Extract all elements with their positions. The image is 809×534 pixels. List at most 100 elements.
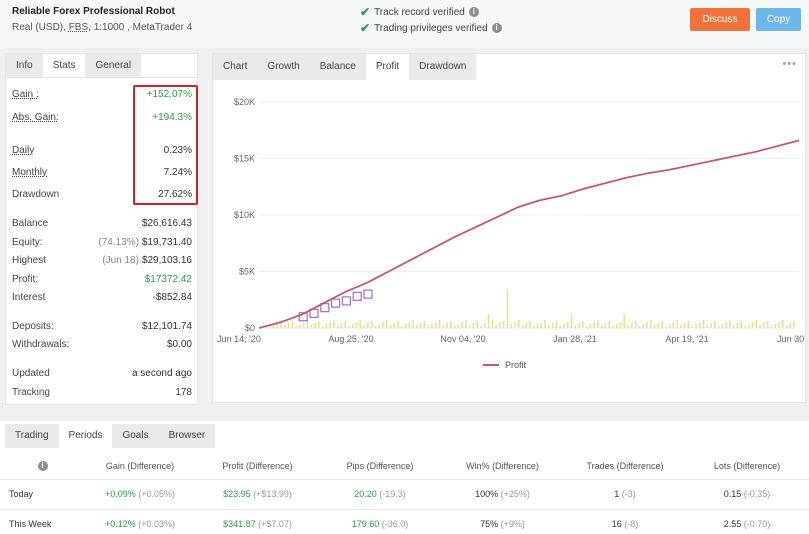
profit-line bbox=[258, 139, 800, 329]
cell-value: 100% bbox=[475, 489, 499, 499]
stat-drawdown: Drawdown 27.62% bbox=[12, 187, 192, 201]
volume-bar bbox=[755, 320, 758, 328]
table-header-cell[interactable]: Profit (Difference) bbox=[222, 460, 293, 471]
volume-bar bbox=[725, 322, 727, 328]
stat-highest: Highest (Jun 18) $29,103.16 bbox=[12, 253, 192, 267]
stat-label[interactable]: Monthly bbox=[12, 166, 48, 178]
volume-bar bbox=[566, 322, 569, 328]
cell-value: 179.60 bbox=[351, 519, 380, 530]
table-header-cell[interactable]: Trades (Difference) bbox=[586, 460, 664, 471]
tab-chart[interactable]: Chart bbox=[213, 54, 258, 80]
more-options-icon[interactable]: ••• bbox=[782, 58, 797, 70]
cell-value: $23.95 bbox=[223, 489, 251, 499]
stat-value: +194.3% bbox=[152, 111, 192, 123]
stat-label: Interest bbox=[12, 291, 46, 303]
volume-bar bbox=[291, 321, 294, 328]
volume-bar bbox=[502, 321, 505, 328]
volume-bar bbox=[585, 326, 588, 328]
table-header-cell[interactable]: Pips (Difference) bbox=[346, 460, 414, 471]
volume-bar bbox=[778, 322, 780, 328]
volume-bar bbox=[491, 320, 494, 328]
copy-button[interactable]: Copy bbox=[756, 8, 801, 31]
volume-bar bbox=[665, 326, 667, 328]
stat-label: Deposits: bbox=[12, 320, 54, 332]
trade-marker bbox=[330, 298, 341, 308]
volume-bar bbox=[555, 321, 558, 328]
volume-bar bbox=[691, 326, 693, 328]
info-icon[interactable]: i bbox=[491, 23, 502, 33]
trading-privileges-label: Trading privileges verified bbox=[374, 22, 488, 34]
stat-withdrawals: Withdrawals: $0.00 bbox=[12, 337, 192, 351]
volume-bar bbox=[661, 321, 663, 328]
cell-value: 2.55 bbox=[723, 519, 742, 530]
discuss-button[interactable]: Discuss bbox=[690, 8, 750, 31]
volume-bar bbox=[359, 320, 362, 328]
cell-diff: (-3) bbox=[621, 489, 636, 499]
cell-pips: 179.60 (-36.0) bbox=[320, 508, 440, 534]
track-record-label: Track record verified bbox=[374, 6, 465, 18]
table-header-cell[interactable]: Gain (Difference) bbox=[105, 460, 175, 471]
volume-bar bbox=[570, 314, 573, 328]
volume-bar bbox=[514, 322, 516, 328]
tab-browser[interactable]: Browser bbox=[158, 424, 216, 448]
volume-bar bbox=[423, 321, 426, 328]
stat-label: Drawdown bbox=[12, 188, 60, 200]
cell-win: 100% (+25%) bbox=[440, 478, 565, 509]
volume-bar bbox=[385, 320, 388, 328]
volume-bar bbox=[442, 325, 445, 328]
volume-bar bbox=[412, 320, 414, 328]
cell-profit: $341.87 (+$7.07) bbox=[195, 508, 320, 534]
stat-value: $29,103.16 bbox=[141, 254, 192, 266]
volume-bar bbox=[623, 314, 626, 328]
tab-stats[interactable]: Stats bbox=[42, 54, 86, 77]
volume-bar bbox=[793, 321, 795, 328]
volume-bar bbox=[401, 326, 403, 328]
stat-value: a second ago bbox=[131, 367, 192, 379]
cell-diff: (-19.3) bbox=[379, 489, 406, 499]
tab-profit[interactable]: Profit bbox=[365, 54, 410, 80]
volume-bar bbox=[453, 326, 456, 328]
volume-bar bbox=[695, 324, 697, 328]
stat-value: $0.00 bbox=[166, 338, 192, 350]
tab-periods[interactable]: Periods bbox=[58, 424, 113, 448]
cell-value: 1 bbox=[614, 489, 620, 499]
volume-bar bbox=[351, 324, 354, 328]
volume-bar bbox=[582, 321, 584, 328]
tab-drawdown[interactable]: Drawdown bbox=[409, 54, 477, 80]
volume-bar bbox=[781, 320, 784, 328]
stat-label[interactable]: Abs. Gain: bbox=[12, 111, 59, 123]
volume-bar bbox=[446, 323, 448, 328]
volume-bar bbox=[465, 320, 467, 328]
stat-value: 27.62% bbox=[158, 188, 192, 200]
account-type: Real (USD), bbox=[12, 22, 66, 33]
highlight-box bbox=[133, 85, 198, 205]
volume-bar bbox=[321, 326, 324, 328]
stat-label[interactable]: Daily bbox=[12, 144, 35, 156]
table-header-cell[interactable]: Lots (Difference) bbox=[713, 460, 781, 471]
volume-bar bbox=[393, 323, 396, 328]
volume-bar bbox=[612, 326, 614, 328]
stat-label: Tracking bbox=[12, 386, 50, 398]
chart-tabs: Chart Growth Balance Profit Drawdown bbox=[213, 54, 805, 80]
periods-table: i Gain (Difference) Profit (Difference) … bbox=[0, 453, 809, 534]
stat-value: $12,101.74 bbox=[141, 320, 192, 332]
info-icon[interactable]: i bbox=[37, 461, 48, 472]
table-header-cell[interactable]: Win% (Difference) bbox=[466, 460, 539, 471]
volume-bar bbox=[306, 320, 309, 328]
tab-growth[interactable]: Growth bbox=[257, 54, 310, 80]
volume-bar bbox=[378, 324, 380, 328]
volume-bar bbox=[340, 323, 343, 328]
tab-trading[interactable]: Trading bbox=[5, 424, 59, 448]
volume-bar bbox=[785, 325, 788, 328]
stat-monthly: Monthly 7.24% bbox=[12, 165, 192, 179]
tab-general[interactable]: General bbox=[85, 54, 142, 77]
cell-lots: 2.55 (-0.70) bbox=[685, 508, 809, 534]
info-icon[interactable]: i bbox=[468, 7, 479, 17]
volume-bar bbox=[287, 323, 290, 328]
tab-info[interactable]: Info bbox=[6, 54, 43, 77]
stat-label[interactable]: Gain : bbox=[12, 88, 39, 100]
broker-link[interactable]: FBS bbox=[68, 22, 89, 33]
tab-goals[interactable]: Goals bbox=[112, 424, 159, 448]
tab-balance[interactable]: Balance bbox=[309, 54, 366, 80]
cell-trades: 1 (-3) bbox=[565, 478, 685, 509]
